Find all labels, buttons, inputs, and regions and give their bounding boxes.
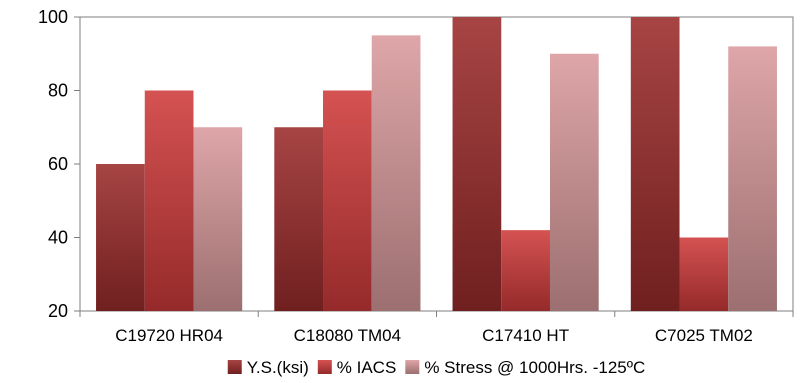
y-tick-label: 80 — [48, 81, 68, 101]
legend-swatch — [227, 360, 242, 374]
bar-c18080-tm04-series-1 — [274, 127, 324, 311]
legend-label: % IACS — [337, 358, 397, 377]
bar-c19720-hr04-series-1 — [96, 164, 145, 311]
bar-c18080-tm04-series-3 — [371, 35, 421, 311]
legend-swatch — [317, 360, 332, 374]
legend-label: % Stress @ 1000Hrs. -125ºC — [424, 358, 645, 377]
x-category-label: C19720 HR04 — [115, 326, 223, 345]
y-tick-label: 60 — [48, 154, 68, 174]
x-category-label: C18080 TM04 — [294, 326, 401, 345]
y-tick-label: 40 — [48, 228, 68, 248]
legend: Y.S.(ksi) % IACS % Stress @ 1000Hrs. -125º… — [227, 358, 645, 377]
axes — [74, 16, 794, 317]
x-category-label: C7025 TM02 — [655, 326, 753, 345]
legend-swatch — [405, 360, 420, 374]
y-tick-label: 20 — [48, 301, 68, 321]
axis-labels: 20 40 60 80 100 C19720 HR04 C18080 TM04 C17410 … — [38, 7, 753, 345]
legend-label: Y.S.(ksi) — [247, 358, 309, 377]
bar-c7025-tm02-series-2 — [679, 237, 729, 311]
bar-c19720-hr04-series-2 — [144, 90, 194, 311]
bar-c19720-hr04-series-3 — [193, 127, 243, 311]
x-category-label: C17410 HT — [482, 326, 569, 345]
bar-c7025-tm02-series-3 — [728, 46, 777, 312]
bar-c17410-ht-series-1 — [452, 17, 502, 311]
bar-c18080-tm04-series-2 — [323, 90, 372, 311]
bars — [96, 17, 777, 312]
bar-c17410-ht-series-3 — [549, 53, 599, 311]
y-tick-label: 100 — [38, 7, 68, 27]
bar-c17410-ht-series-2 — [501, 230, 550, 311]
bar-c7025-tm02-series-1 — [630, 17, 680, 311]
